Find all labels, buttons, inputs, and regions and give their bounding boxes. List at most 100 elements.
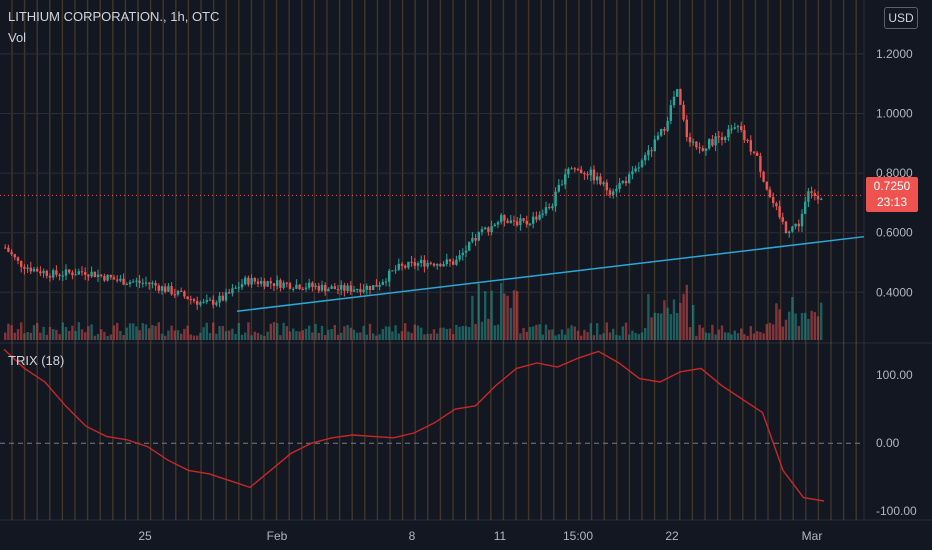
candle-body <box>564 174 567 185</box>
volume-bar <box>813 312 816 340</box>
candle-body <box>77 271 80 275</box>
candle-body <box>820 198 823 200</box>
candle-body <box>269 281 272 284</box>
trix-indicator-label[interactable]: TRIX (18) <box>8 353 65 368</box>
volume-bar <box>80 329 84 340</box>
trix-line <box>3 348 825 502</box>
volume-bar <box>503 293 506 340</box>
volume-bar <box>474 324 477 340</box>
volume-bar <box>189 334 192 340</box>
candle-body <box>394 269 397 271</box>
volume-bar <box>48 326 52 340</box>
volume-bar <box>224 331 228 340</box>
candle-body <box>103 275 106 281</box>
candle-body <box>144 282 148 284</box>
volume-bar <box>672 299 676 340</box>
candle-body <box>698 147 701 149</box>
volume-bar <box>807 318 810 340</box>
candle-body <box>138 280 141 283</box>
candle-body <box>740 126 743 130</box>
candle-body <box>324 284 327 292</box>
candle-body <box>669 105 672 121</box>
volume-bar <box>173 330 176 340</box>
candle-body <box>362 289 365 293</box>
trix-tick-label: 100.00 <box>876 368 913 382</box>
candle-body <box>240 284 244 288</box>
volume-bar <box>128 323 132 340</box>
candle-body <box>164 286 167 292</box>
volume-bar <box>781 326 784 340</box>
volume-bar <box>759 332 762 340</box>
candle-body <box>109 274 112 278</box>
candle-series <box>4 88 823 310</box>
candle-body <box>804 201 807 214</box>
volume-bar <box>55 329 58 340</box>
volume-bar <box>112 325 116 340</box>
volume-bar <box>720 325 724 340</box>
volume-bar <box>464 326 468 340</box>
candle-body <box>189 299 192 301</box>
volume-bar <box>445 328 448 340</box>
candle-body <box>653 139 656 152</box>
volume-bar <box>349 327 352 340</box>
candle-body <box>602 182 605 185</box>
volume-bar <box>560 329 564 340</box>
candle-body <box>439 263 442 267</box>
volume-bar <box>432 329 436 340</box>
volume-bar <box>183 328 186 340</box>
candle-body <box>413 262 416 266</box>
candle-body <box>682 104 685 120</box>
volume-bar <box>752 333 756 340</box>
volume-bar <box>298 331 301 340</box>
volume-bar <box>202 327 205 340</box>
volume-bar <box>576 330 580 340</box>
candle-body <box>436 263 439 266</box>
volume-bar <box>487 318 490 340</box>
volume-bar <box>352 329 356 340</box>
volume-bar <box>656 313 660 340</box>
candle-body <box>599 176 602 185</box>
volume-bar <box>448 328 452 340</box>
candle-body <box>154 282 157 286</box>
volume-bar <box>525 331 528 340</box>
candle-body <box>432 263 436 266</box>
candle-body <box>272 283 276 286</box>
volume-bar <box>416 325 420 340</box>
candle-body <box>426 262 429 267</box>
candle-body <box>32 268 36 272</box>
volume-bar <box>311 332 314 340</box>
candle-body <box>212 299 215 305</box>
volume-bar <box>496 324 500 340</box>
volume-bar <box>640 332 644 340</box>
candle-body <box>452 261 455 265</box>
volume-bar <box>304 328 308 340</box>
candle-body <box>496 222 500 225</box>
currency-button[interactable]: USD <box>884 7 918 29</box>
volume-bar <box>42 326 45 340</box>
candle-body <box>756 152 759 156</box>
volume-bar <box>74 330 77 340</box>
candle-body <box>615 188 618 192</box>
candle-body <box>26 267 29 269</box>
candle-body <box>468 241 471 251</box>
candle-body <box>304 287 308 290</box>
volume-bar <box>580 335 583 340</box>
volume-bar <box>704 332 708 340</box>
volume-bar <box>141 323 144 340</box>
volume-bar <box>660 313 663 340</box>
volume-bar <box>266 331 269 340</box>
time-tick-label: 22 <box>665 529 679 543</box>
candle-body <box>586 174 589 176</box>
candle-body <box>810 191 813 194</box>
candle-body <box>36 268 39 272</box>
volume-bar <box>772 324 775 340</box>
last-price-tag: 0.7250 23:13 <box>866 177 918 212</box>
volume-bar <box>624 322 628 340</box>
volume-bar <box>628 334 631 340</box>
candle-body <box>772 197 775 204</box>
candle-body <box>730 128 733 130</box>
candle-body <box>720 137 724 140</box>
volume-bar <box>528 327 532 340</box>
volume-bar <box>138 330 141 340</box>
